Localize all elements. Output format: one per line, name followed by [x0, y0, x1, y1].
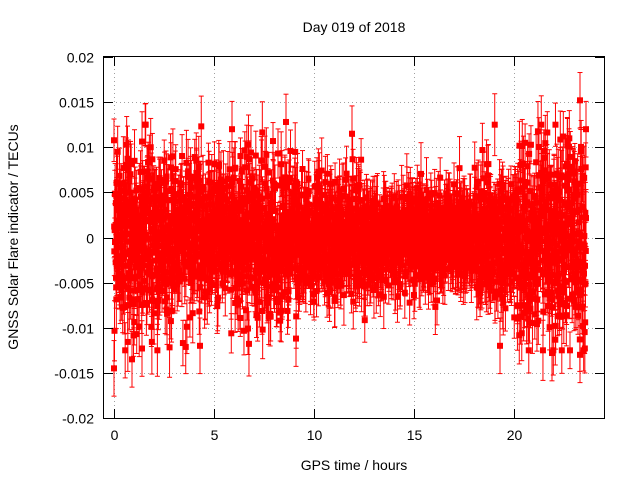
- solar-flare-chart: -0.02-0.015-0.01-0.00500.0050.010.0150.0…: [5, 19, 605, 473]
